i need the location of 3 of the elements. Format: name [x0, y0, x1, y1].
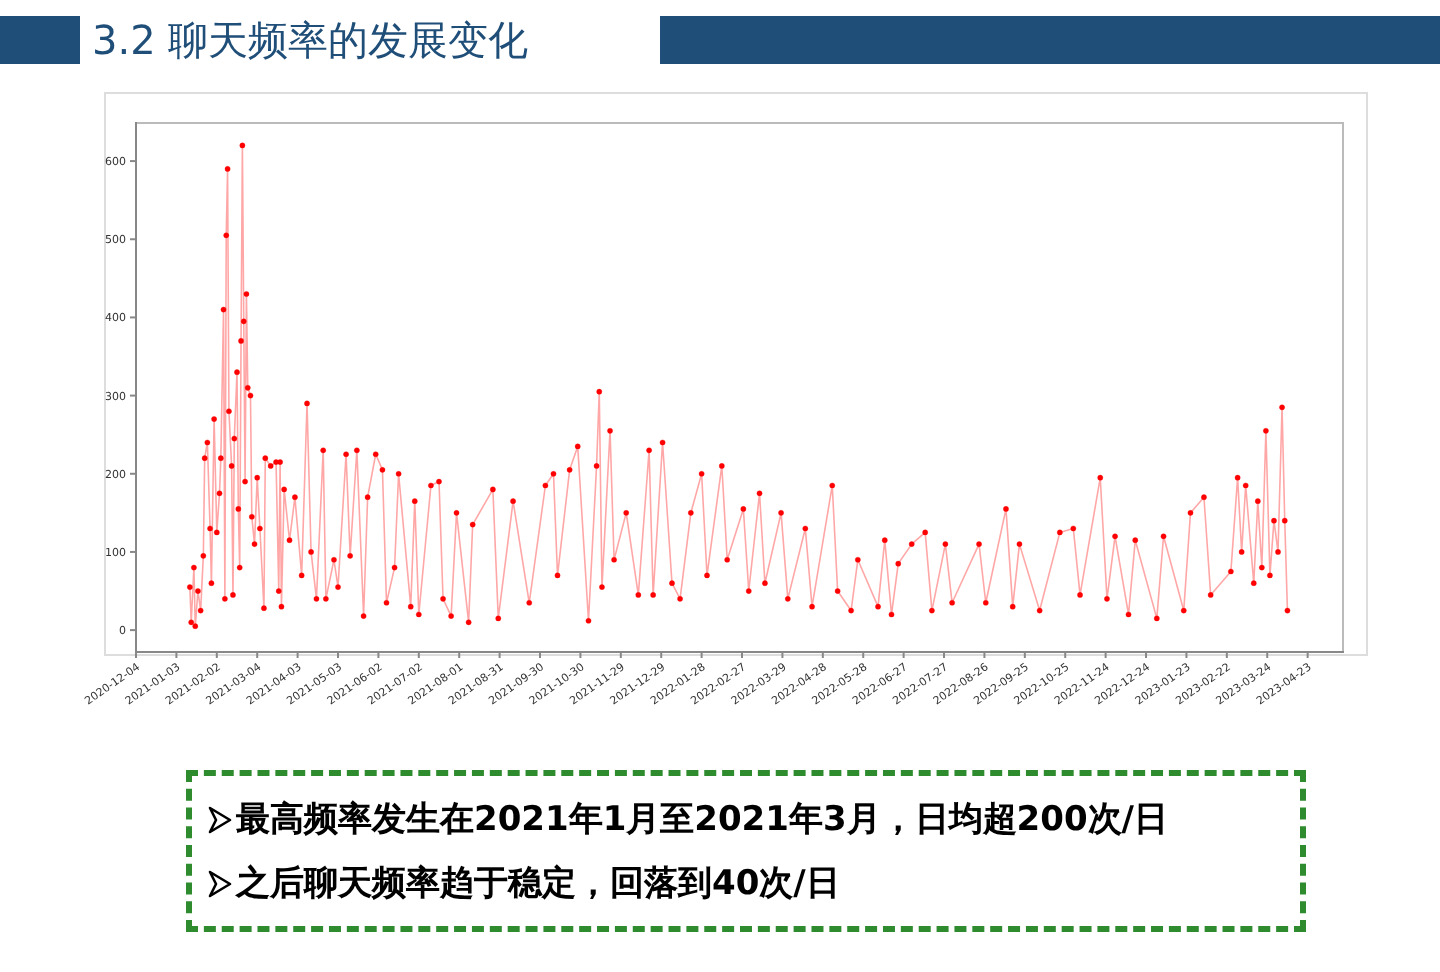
- chart-title: 3.2 聊天频率的发展变化: [92, 16, 529, 64]
- text: 之后聊天频率趋于稳定，回落到40次/日: [236, 862, 840, 906]
- text: 最高频率发生在2021年1月至2021年3月，日均超200次/日: [236, 798, 1168, 842]
